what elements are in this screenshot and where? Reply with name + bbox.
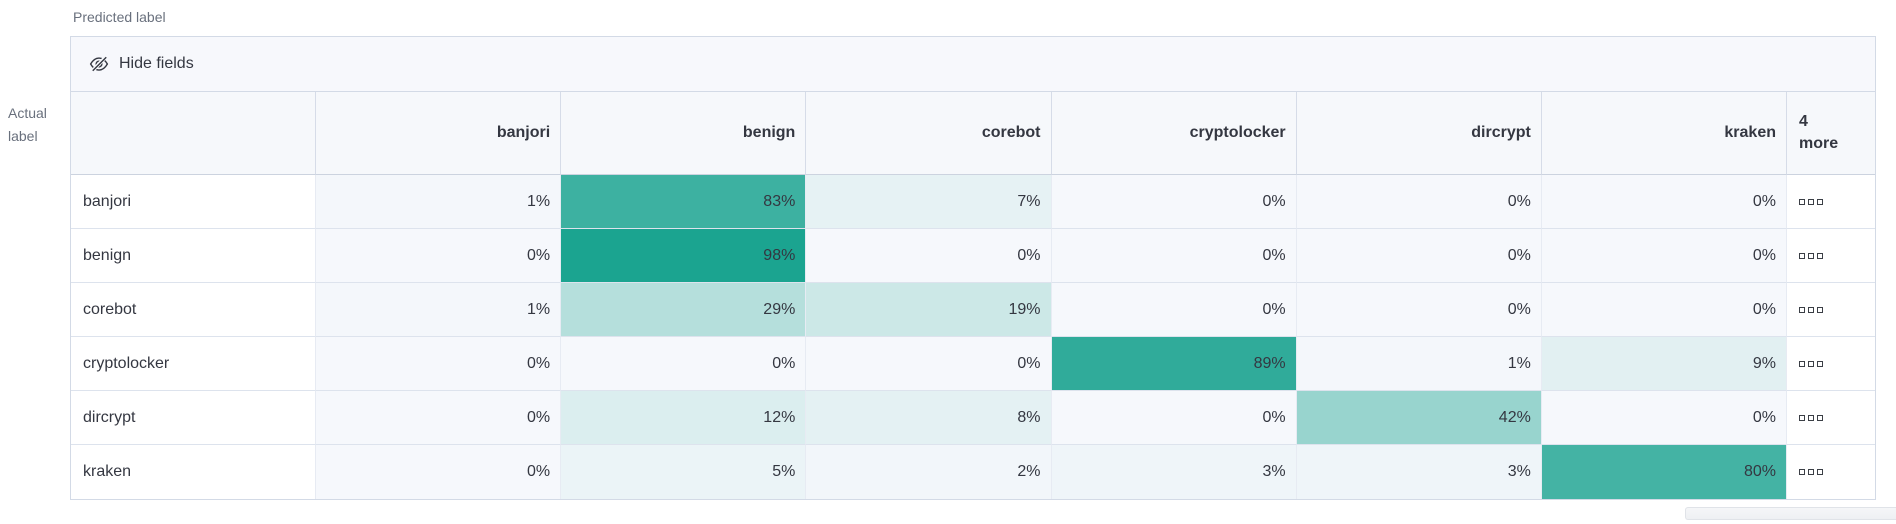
column-header-banjori[interactable]: banjori (316, 92, 562, 175)
matrix-cell[interactable]: 29% (561, 283, 807, 337)
predicted-label-axis-title: Predicted label (73, 9, 166, 25)
cell-actions-button[interactable] (1787, 283, 1875, 337)
matrix-cell[interactable]: 1% (1296, 337, 1542, 391)
actual-label-axis-title: Actual label (8, 102, 47, 148)
matrix-cell[interactable]: 0% (1541, 175, 1787, 229)
matrix-cell[interactable]: 0% (316, 391, 562, 445)
matrix-cell[interactable]: 0% (806, 337, 1052, 391)
boxes-horizontal-icon (1799, 360, 1805, 367)
matrix-cell[interactable]: 1% (316, 283, 562, 337)
actual-label-line2: label (8, 128, 38, 144)
collapsed-more-label: more (1799, 135, 1839, 152)
row-label-dircrypt[interactable]: dircrypt (71, 391, 316, 445)
actual-label-line1: Actual (8, 105, 47, 121)
matrix-cell[interactable]: 9% (1541, 337, 1787, 391)
cell-actions-button[interactable] (1787, 229, 1875, 283)
boxes-horizontal-icon (1808, 469, 1814, 475)
matrix-cell[interactable]: 0% (1296, 175, 1542, 229)
matrix-cell[interactable]: 98% (561, 229, 807, 283)
matrix-cell[interactable]: 19% (806, 283, 1052, 337)
cell-actions-button[interactable] (1787, 391, 1875, 445)
row-label-benign[interactable]: benign (71, 229, 316, 283)
boxes-horizontal-icon (1799, 469, 1805, 475)
boxes-horizontal-icon (1808, 306, 1814, 313)
boxes-horizontal-icon (1817, 198, 1823, 205)
boxes-horizontal-icon (1799, 252, 1805, 259)
matrix-cell[interactable]: 8% (806, 391, 1052, 445)
cell-actions-button[interactable] (1787, 337, 1875, 391)
column-header-benign[interactable]: benign (561, 92, 807, 175)
column-header-cryptolocker[interactable]: cryptolocker (1051, 92, 1297, 175)
matrix-cell[interactable]: 89% (1051, 337, 1297, 391)
matrix-cell[interactable]: 0% (1051, 175, 1297, 229)
row-label-cryptolocker[interactable]: cryptolocker (71, 337, 316, 391)
boxes-horizontal-icon (1808, 414, 1814, 421)
matrix-cell[interactable]: 12% (561, 391, 807, 445)
header-corner-cell (71, 92, 316, 175)
matrix-cell[interactable]: 0% (1296, 283, 1542, 337)
matrix-cell[interactable]: 0% (1296, 229, 1542, 283)
matrix-cell[interactable]: 0% (1051, 229, 1297, 283)
matrix-cell[interactable]: 3% (1296, 445, 1542, 499)
boxes-horizontal-icon (1808, 252, 1814, 259)
boxes-horizontal-icon (1817, 306, 1823, 313)
matrix-cell[interactable]: 0% (1051, 283, 1297, 337)
column-header-kraken[interactable]: kraken (1541, 92, 1787, 175)
boxes-horizontal-icon (1817, 360, 1823, 367)
matrix-cell[interactable]: 80% (1541, 445, 1787, 499)
matrix-cell[interactable]: 0% (316, 337, 562, 391)
confusion-grid: banjori benign corebot cryptolocker dircrypt… (71, 92, 1875, 499)
columns-collapsed-header[interactable]: 4 more (1787, 92, 1875, 175)
confusion-matrix-panel: Hide fields banjori benign corebot cryptolo… (70, 36, 1876, 500)
matrix-cell[interactable]: 0% (561, 337, 807, 391)
boxes-horizontal-icon (1799, 198, 1805, 205)
matrix-cell[interactable]: 0% (1541, 229, 1787, 283)
boxes-horizontal-icon (1808, 360, 1814, 367)
matrix-cell[interactable]: 2% (806, 445, 1052, 499)
row-label-banjori[interactable]: banjori (71, 175, 316, 229)
column-header-dircrypt[interactable]: dircrypt (1296, 92, 1542, 175)
row-label-kraken[interactable]: kraken (71, 445, 316, 499)
matrix-cell[interactable]: 83% (561, 175, 807, 229)
horizontal-scrollbar-thumb[interactable] (1685, 507, 1896, 520)
boxes-horizontal-icon (1808, 198, 1814, 205)
collapsed-count: 4 (1799, 113, 1808, 130)
hide-fields-label: Hide fields (119, 55, 194, 72)
matrix-cell[interactable]: 0% (1541, 283, 1787, 337)
eye-slash-icon (89, 55, 109, 73)
matrix-cell[interactable]: 1% (316, 175, 562, 229)
cell-actions-button[interactable] (1787, 445, 1875, 499)
matrix-cell[interactable]: 7% (806, 175, 1052, 229)
matrix-cell[interactable]: 5% (561, 445, 807, 499)
boxes-horizontal-icon (1817, 469, 1823, 475)
cell-actions-button[interactable] (1787, 175, 1875, 229)
matrix-cell[interactable]: 0% (1051, 391, 1297, 445)
matrix-cell[interactable]: 0% (316, 229, 562, 283)
matrix-cell[interactable]: 42% (1296, 391, 1542, 445)
matrix-cell[interactable]: 0% (806, 229, 1052, 283)
row-label-corebot[interactable]: corebot (71, 283, 316, 337)
boxes-horizontal-icon (1799, 414, 1805, 421)
hide-fields-button[interactable]: Hide fields (71, 37, 1875, 92)
matrix-cell[interactable]: 0% (1541, 391, 1787, 445)
boxes-horizontal-icon (1799, 306, 1805, 313)
boxes-horizontal-icon (1817, 252, 1823, 259)
boxes-horizontal-icon (1817, 414, 1823, 421)
matrix-cell[interactable]: 0% (316, 445, 562, 499)
column-header-corebot[interactable]: corebot (806, 92, 1052, 175)
matrix-cell[interactable]: 3% (1051, 445, 1297, 499)
